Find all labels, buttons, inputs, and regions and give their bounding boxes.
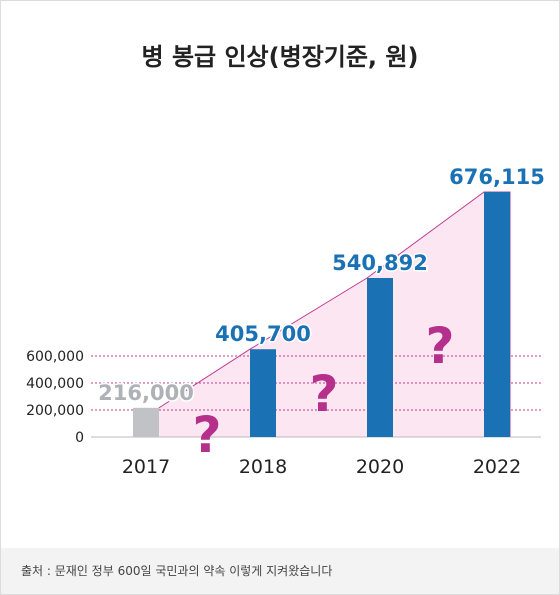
bar-2018	[250, 349, 276, 437]
value-label: 405,700	[215, 322, 311, 346]
bar-chart: 216,000 405,700 540,892 676,115 0 200,000 400…	[26, 164, 547, 479]
y-tick-label: 400,000	[26, 376, 84, 392]
x-axis: 2017 2018 2020 2022	[122, 456, 521, 478]
x-tick-label: 2018	[239, 456, 287, 478]
bar-2017	[133, 407, 159, 437]
bar-2022	[484, 192, 510, 437]
y-axis: 0 200,000 400,000 600,000	[26, 349, 84, 446]
x-tick-label: 2022	[473, 456, 521, 478]
question-mark: ?	[425, 317, 454, 375]
y-tick-label: 200,000	[26, 403, 84, 419]
bar-2020	[367, 278, 393, 437]
value-label: 540,892	[332, 251, 428, 275]
value-labels: 216,000 405,700 540,892 676,115	[97, 164, 547, 407]
chart-title: 병 봉급 인상(병장기준, 원)	[141, 43, 419, 71]
bars	[133, 192, 510, 437]
value-label: 676,115	[449, 165, 545, 189]
x-tick-label: 2017	[122, 456, 170, 478]
y-tick-label: 600,000	[26, 349, 84, 365]
question-mark: ?	[192, 406, 221, 464]
value-label: 216,000	[98, 381, 194, 405]
source-note: 출처 : 문재인 정부 600일 국민과의 약속 이렇게 지켜왔습니다	[1, 548, 559, 594]
question-mark: ?	[309, 365, 338, 423]
gridlines	[91, 355, 541, 411]
y-tick-label: 0	[75, 430, 84, 446]
x-tick-label: 2020	[356, 456, 404, 478]
question-marks: ???	[192, 317, 454, 464]
